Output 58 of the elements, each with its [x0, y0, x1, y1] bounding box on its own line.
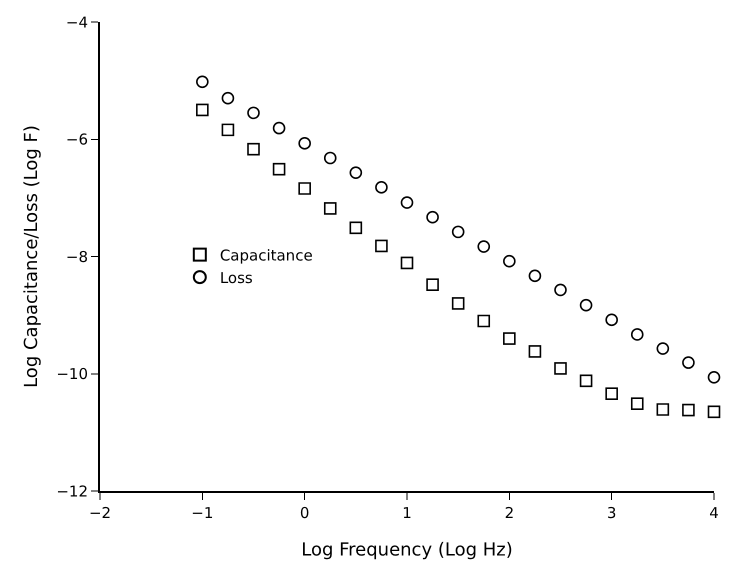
- x-tick-label: −2: [88, 504, 112, 522]
- x-tick-label: 0: [300, 504, 310, 522]
- y-axis-title: Log Capacitance/Loss (Log F): [21, 125, 42, 388]
- y-tick-label: −8: [66, 248, 88, 266]
- point: [630, 397, 644, 410]
- point: [298, 182, 311, 195]
- point: [656, 342, 670, 355]
- point: [196, 76, 209, 88]
- x-tick-label: 4: [709, 504, 719, 522]
- point: [605, 387, 618, 400]
- point: [503, 254, 516, 268]
- point: [477, 314, 490, 328]
- point: [222, 124, 234, 136]
- x-tick-label: 3: [606, 504, 616, 522]
- point: [247, 142, 260, 156]
- point: [477, 240, 490, 253]
- point: [375, 240, 388, 252]
- point: [630, 328, 644, 341]
- point: [324, 152, 337, 164]
- point: [580, 374, 592, 388]
- point: [528, 345, 542, 358]
- point: [222, 92, 234, 105]
- y-tick-label: −4: [66, 13, 88, 32]
- point: [580, 298, 592, 312]
- point: [298, 137, 311, 150]
- point: [708, 406, 720, 418]
- y-tick-label: −10: [56, 365, 88, 383]
- point: [708, 370, 720, 384]
- point: [682, 356, 695, 369]
- point: [682, 404, 695, 416]
- y-tick-label: −12: [56, 482, 88, 500]
- point: [400, 196, 414, 209]
- point: [196, 104, 209, 116]
- legend-label: Loss: [220, 268, 253, 287]
- x-tick-label: 2: [504, 504, 514, 522]
- point: [452, 226, 464, 238]
- point: [272, 162, 286, 176]
- point: [503, 332, 516, 345]
- point: [324, 202, 337, 215]
- point: [272, 122, 286, 134]
- x-tick-label: 1: [402, 504, 412, 522]
- point: [350, 166, 362, 179]
- point: [426, 278, 439, 291]
- point: [554, 362, 567, 375]
- point: [554, 284, 567, 296]
- x-axis-title: Log Frequency (Log Hz): [301, 540, 513, 561]
- point: [426, 210, 439, 224]
- point: [247, 106, 260, 120]
- point: [656, 403, 670, 416]
- point: [375, 181, 388, 194]
- point: [528, 270, 542, 282]
- y-tick-label: −6: [66, 130, 88, 148]
- x-tick-label: −1: [191, 504, 214, 522]
- legend-label: Capacitance: [220, 246, 313, 264]
- point: [350, 221, 362, 234]
- point: [400, 256, 414, 270]
- point: [605, 314, 618, 326]
- point: [452, 297, 464, 310]
